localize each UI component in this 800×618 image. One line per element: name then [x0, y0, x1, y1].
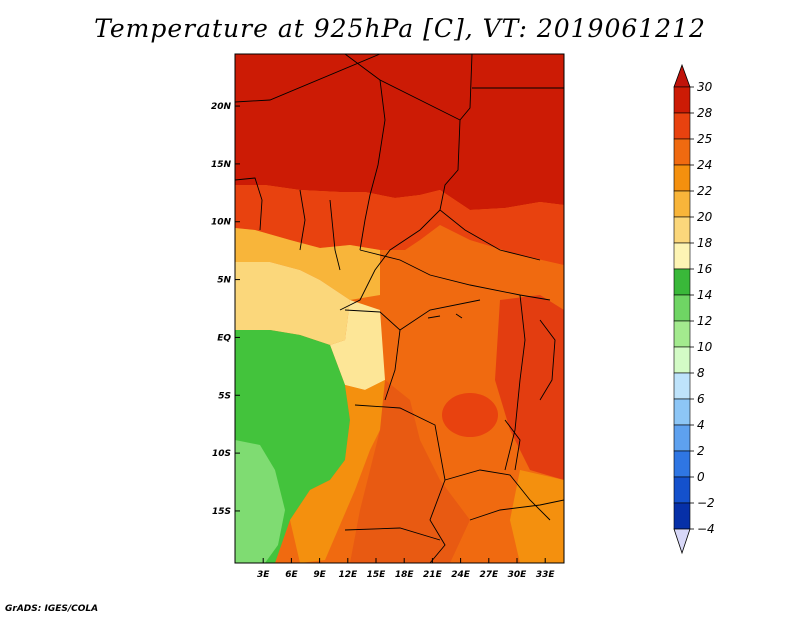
sahara-band	[235, 54, 564, 210]
lon-tick-label: 27E	[479, 570, 499, 580]
lat-tick-label: 15S	[212, 507, 231, 517]
angola-coast-warm	[290, 380, 385, 563]
colorbar-label: 18	[697, 236, 713, 250]
lon-tick-label: 24E	[451, 570, 471, 580]
congo-hotspot	[442, 393, 498, 437]
country-borders	[235, 54, 564, 563]
colorbar-label: 30	[697, 80, 713, 94]
colorbar-segment	[673, 268, 691, 296]
colorbar-label: 12	[697, 314, 712, 328]
colorbar-segment	[673, 138, 691, 166]
colorbar-segment	[673, 424, 691, 452]
colorbar-segment	[673, 372, 691, 400]
colorbar-label: 8	[697, 366, 705, 380]
colorbar-label: 2	[697, 444, 705, 458]
lon-tick-label: 3E	[257, 570, 270, 580]
gabon-coast	[330, 300, 385, 390]
colorbar-under-triangle	[673, 528, 691, 555]
lat-tick-label: 10N	[211, 218, 232, 228]
lat-tick-label: 20N	[211, 102, 232, 112]
colorbar-segment	[673, 112, 691, 140]
colorbar-segment	[673, 294, 691, 322]
map-frame	[234, 53, 565, 564]
credit-label: GrADS: IGES/COLA	[5, 604, 99, 614]
colorbar-label: 16	[697, 262, 713, 276]
colorbar-label: 28	[697, 106, 713, 120]
west-africa-coast	[235, 228, 380, 300]
lon-tick-label: 33E	[536, 570, 556, 580]
colorbar-label: 0	[697, 470, 705, 484]
lon-tick-label: 9E	[313, 570, 326, 580]
gulf-coast	[235, 262, 350, 345]
lat-tick-label: 5S	[218, 391, 231, 401]
colorbar-label: 6	[697, 392, 705, 406]
lat-tick-label: 5N	[217, 276, 231, 286]
colorbar-segment	[673, 398, 691, 426]
colorbar-segment	[673, 164, 691, 192]
colorbar-segment	[673, 502, 691, 530]
colorbar-label: 14	[697, 288, 712, 302]
map-title: Temperature at 925hPa [C], VT: 201906121…	[94, 14, 706, 43]
colorbar-segment	[673, 86, 691, 114]
colorbar-segment	[673, 242, 691, 270]
lat-tick-label: EQ	[217, 333, 231, 343]
lon-tick-label: 12E	[338, 570, 358, 580]
colorbar-segment	[673, 190, 691, 218]
colorbar-over-triangle	[673, 63, 691, 88]
colorbar-label: 24	[697, 158, 712, 172]
sahel-band	[235, 185, 564, 265]
lon-tick-label: 18E	[395, 570, 415, 580]
colorbar-segment	[673, 450, 691, 478]
colorbar-segment	[673, 346, 691, 374]
lat-tick-label: 15N	[211, 160, 232, 170]
colorbar-label: 4	[697, 418, 705, 432]
ocean-cooler	[235, 440, 285, 563]
colorbar-segment	[673, 476, 691, 504]
colorbar-label: −2	[697, 496, 715, 510]
lon-tick-label: 21E	[423, 570, 443, 580]
lon-tick-label: 6E	[285, 570, 298, 580]
colorbar-label: 22	[697, 184, 712, 198]
colorbar-segment	[673, 320, 691, 348]
colorbar-label: 10	[697, 340, 713, 354]
east-coast-warm	[510, 470, 564, 563]
temperature-field	[235, 54, 564, 563]
lon-tick-label: 30E	[508, 570, 528, 580]
longitude-axis: 3E 6E 9E 12E 15E 18E 21E 24E 27E 30E 33E	[257, 558, 555, 580]
angola-inland	[350, 380, 470, 563]
colorbar-label: 25	[697, 132, 712, 146]
colorbar-label: 20	[697, 210, 713, 224]
latitude-axis: 20N 15N 10N 5N EQ 5S 10S 15S	[211, 102, 240, 517]
lat-tick-label: 10S	[212, 449, 231, 459]
colorbar-segment	[673, 216, 691, 244]
great-lakes-warm	[495, 295, 564, 480]
lon-tick-label: 15E	[367, 570, 387, 580]
colorbar-label: −4	[697, 522, 715, 536]
